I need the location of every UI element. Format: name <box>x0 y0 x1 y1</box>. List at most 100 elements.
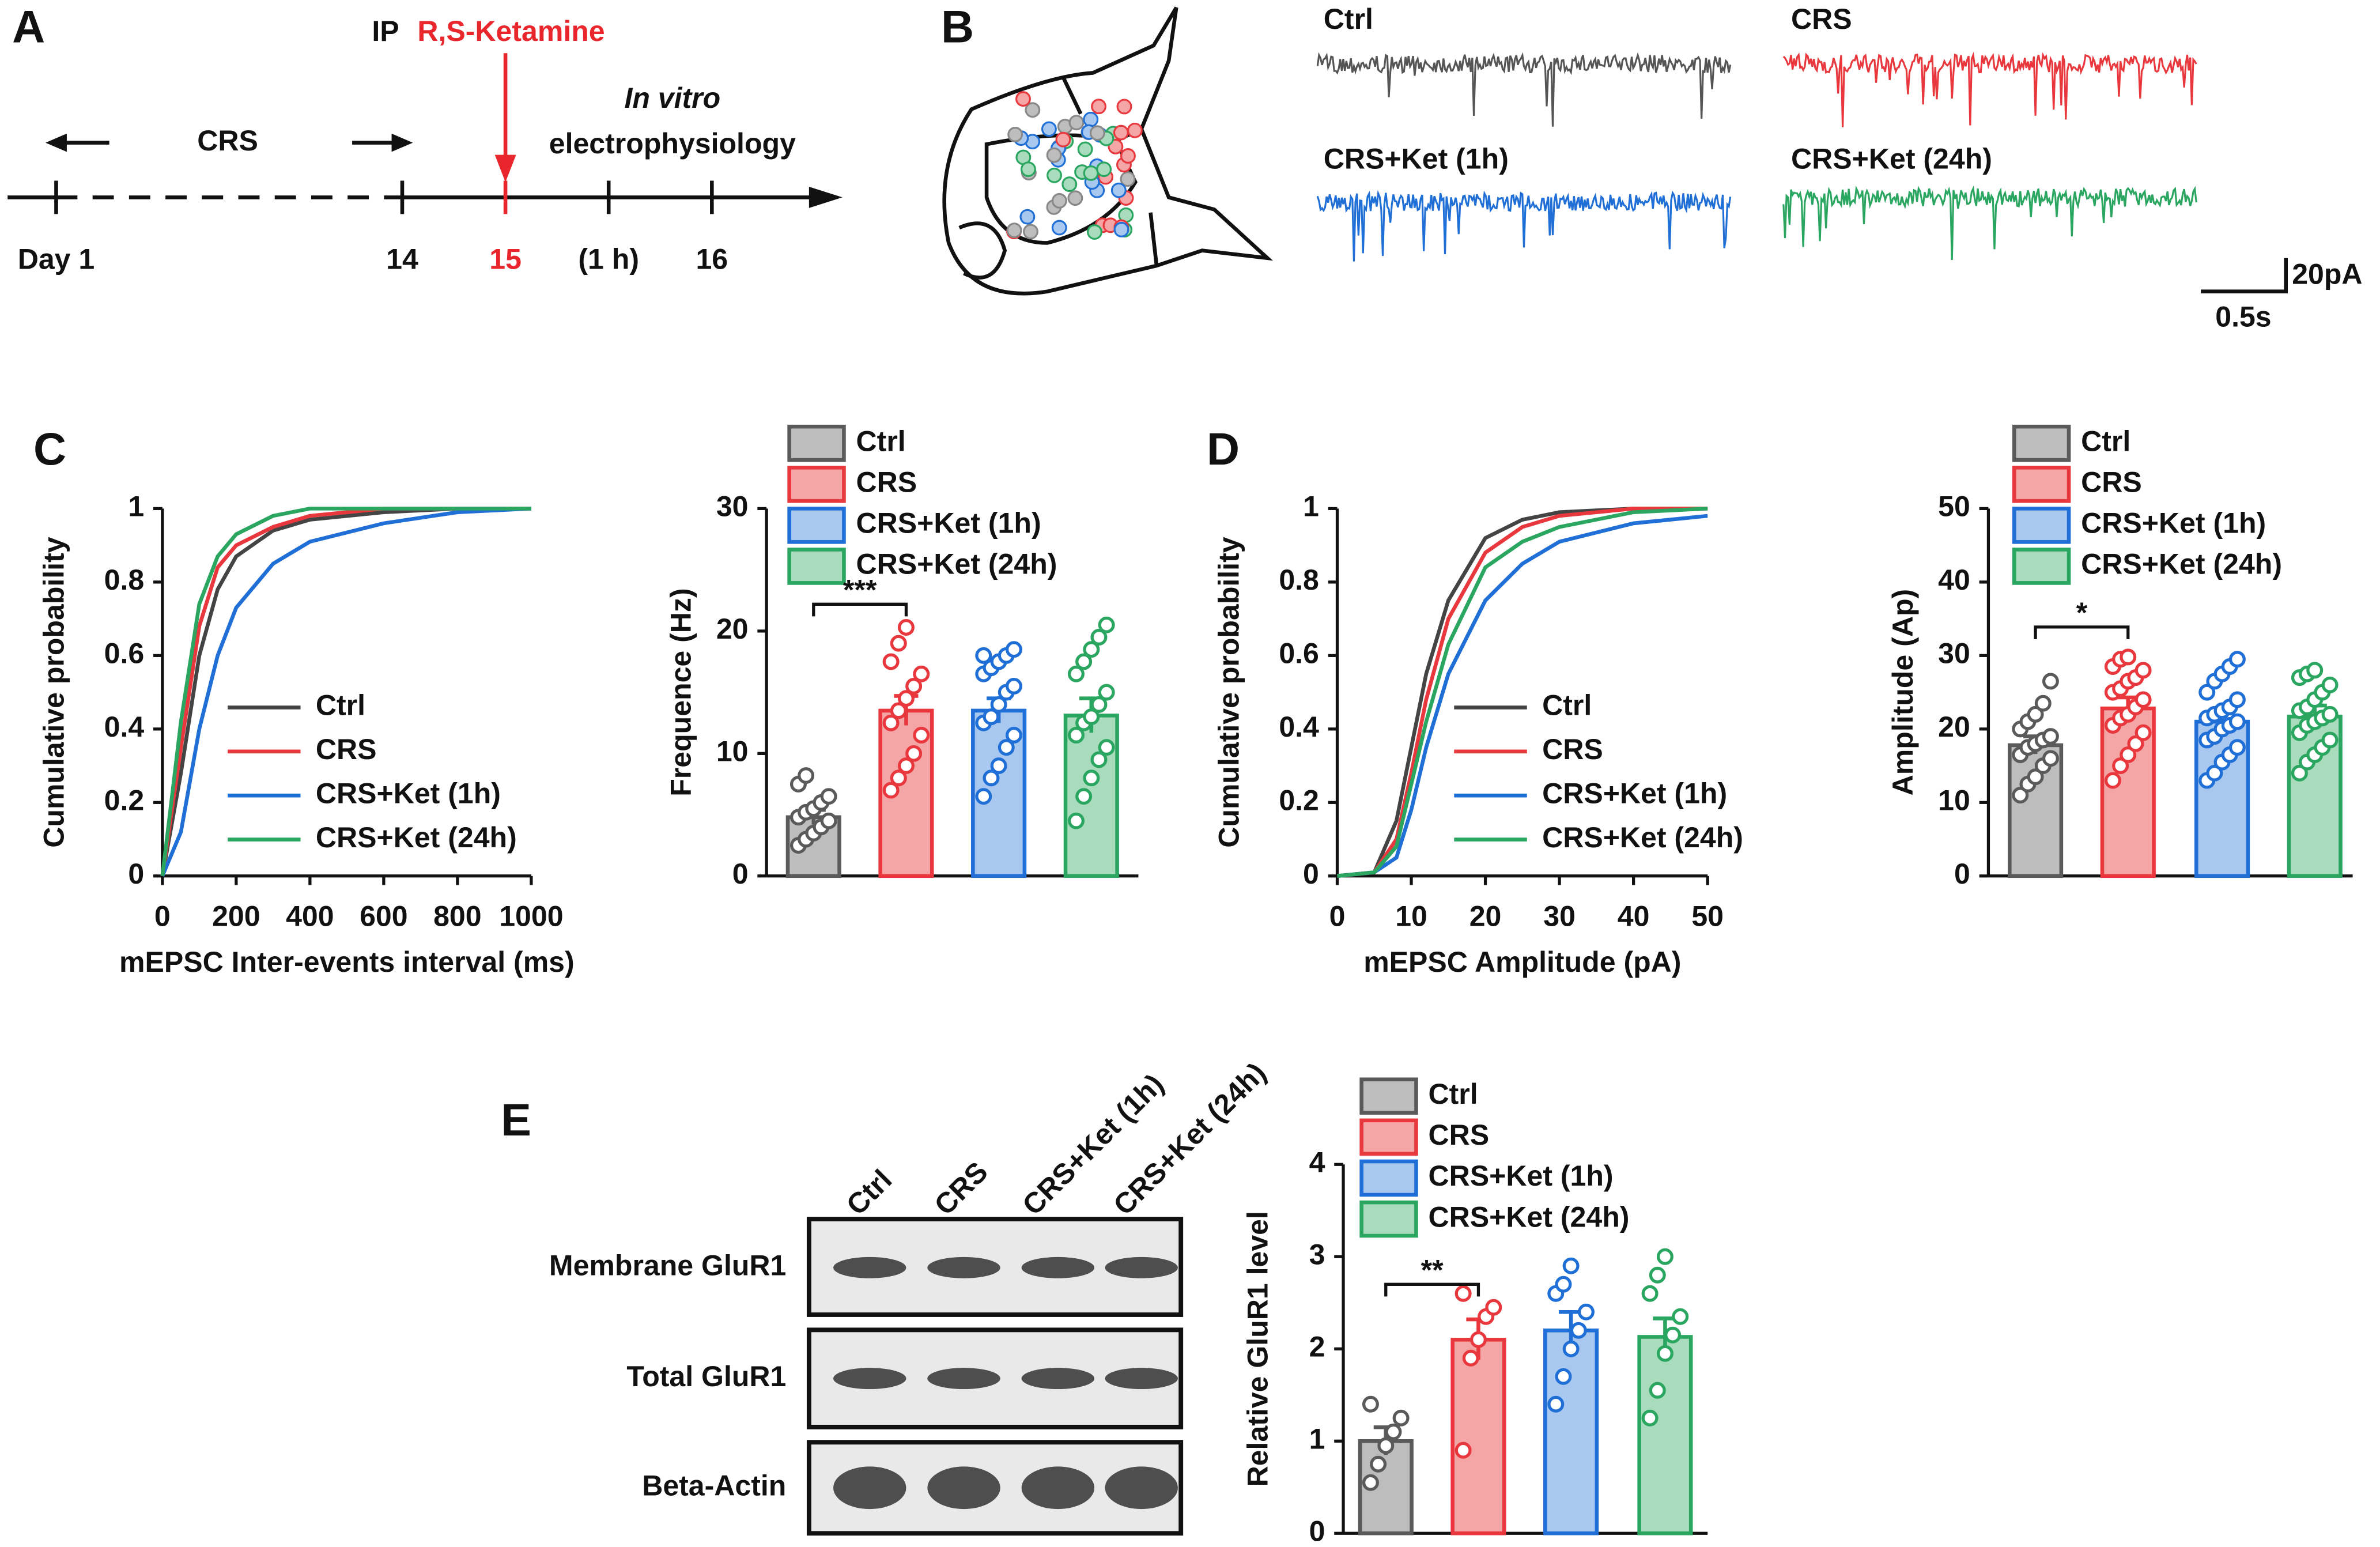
cdf-line <box>160 507 532 877</box>
legend-label: CRS <box>856 466 917 498</box>
cdf-line <box>1337 507 1708 878</box>
cdf-line <box>1337 507 1708 878</box>
data-point <box>1641 1409 1659 1427</box>
data-point <box>2321 705 2339 723</box>
data-point <box>1005 641 1022 658</box>
timeline-day: Day 1 <box>18 243 95 275</box>
cell-dot <box>1110 182 1127 198</box>
data-point <box>2135 724 2152 741</box>
y-tick-label: 2 <box>1309 1330 1325 1363</box>
cell-dot <box>1087 224 1102 240</box>
x-tick-label: 0 <box>1329 900 1346 933</box>
trace <box>1782 51 2197 127</box>
y-tick-label: 10 <box>716 735 749 768</box>
timeline-drug: R,S-Ketamine <box>417 15 605 47</box>
blot-band <box>1105 1257 1178 1278</box>
brain-slice <box>942 6 1274 296</box>
data-point <box>1075 788 1093 805</box>
cell-dot <box>1007 126 1023 142</box>
data-point <box>2135 691 2152 708</box>
y-tick-label: 0.2 <box>104 784 145 817</box>
data-point <box>913 726 930 744</box>
x-axis-label: mEPSC Inter-events interval (ms) <box>119 946 575 978</box>
cell-dot <box>1020 161 1036 178</box>
bar <box>1637 1335 1693 1535</box>
data-point <box>1469 1331 1487 1348</box>
cell-dot <box>1083 165 1099 181</box>
data-point <box>2120 746 2137 763</box>
y-tick-label: 3 <box>1309 1238 1325 1270</box>
legend-label: CRS <box>2081 466 2142 498</box>
data-point <box>1562 1257 1580 1274</box>
cell-dot <box>1113 124 1129 141</box>
y-tick-label: 4 <box>1309 1146 1325 1178</box>
data-point <box>1067 812 1085 829</box>
trace <box>1782 185 2197 260</box>
data-point <box>2034 695 2052 712</box>
y-axis-label: Amplitude (Ap) <box>1887 589 1919 796</box>
arrowhead <box>809 186 843 208</box>
panel-label: D <box>1207 423 1240 474</box>
x-tick-label: 200 <box>212 900 260 933</box>
cell-dot <box>1055 131 1071 148</box>
data-point <box>890 769 907 787</box>
blot-row-label: Total GluR1 <box>626 1360 786 1393</box>
cell-dot <box>1120 171 1136 187</box>
x-tick-label: 50 <box>1691 900 1724 933</box>
data-point <box>882 653 900 670</box>
data-point <box>2027 768 2044 786</box>
panel-label: B <box>941 1 974 52</box>
data-point <box>1377 1437 1395 1454</box>
cell-dot <box>1061 176 1078 193</box>
legend-swatch <box>787 548 846 585</box>
blot-lane-label: CRS <box>928 1156 994 1221</box>
cell-dot <box>1127 122 1143 138</box>
arrowhead <box>494 154 516 183</box>
data-point <box>1083 641 1100 658</box>
data-point <box>1641 1285 1659 1302</box>
cdf-line <box>160 507 531 877</box>
data-point <box>1462 1349 1479 1367</box>
data-point <box>890 702 907 719</box>
blot-band <box>833 1466 906 1510</box>
scale-bar <box>2201 258 2288 294</box>
x-tick-label: 0 <box>154 900 171 933</box>
slice-region <box>958 221 1007 280</box>
y-tick-label: 0 <box>1309 1515 1325 1547</box>
data-point <box>975 788 992 805</box>
data-point <box>820 788 837 805</box>
y-tick-label: 0.6 <box>104 637 145 670</box>
cell-dot <box>1089 125 1105 141</box>
cell-dot <box>1120 148 1136 164</box>
data-point <box>905 745 923 762</box>
legend-swatch <box>787 507 846 544</box>
trace <box>1316 190 1732 262</box>
legend-swatch <box>2012 548 2071 585</box>
cell-dot <box>1023 224 1038 240</box>
y-tick-label: 20 <box>1938 711 1970 743</box>
y-tick-label: 30 <box>716 490 749 523</box>
data-point <box>2228 651 2246 668</box>
data-point <box>1090 628 1108 646</box>
y-tick-label: 10 <box>1938 784 1970 817</box>
timeline-day: (1 h) <box>578 243 639 275</box>
data-point <box>1555 1276 1572 1293</box>
data-point <box>2127 735 2144 752</box>
scale-label: 0.5s <box>2215 300 2271 333</box>
legend-swatch <box>1359 1159 1418 1197</box>
trace <box>1316 52 1732 127</box>
data-point <box>1649 1266 1666 1284</box>
cell-dot <box>1006 222 1022 239</box>
legend-label: CRS+Ket (24h) <box>2081 548 2282 580</box>
timeline-day: 14 <box>386 243 418 275</box>
y-tick-label: 0.4 <box>1279 711 1319 743</box>
blot-lane-label: Ctrl <box>840 1163 898 1221</box>
blot-band <box>1105 1466 1178 1510</box>
y-tick-label: 1 <box>1303 490 1319 523</box>
legend-label: CRS <box>1542 733 1603 765</box>
data-point <box>1075 653 1093 670</box>
x-tick-label: 40 <box>1618 900 1650 933</box>
data-point <box>2321 731 2339 749</box>
legend-label: CRS+Ket (24h) <box>1542 821 1743 854</box>
legend-swatch <box>2012 465 2071 503</box>
